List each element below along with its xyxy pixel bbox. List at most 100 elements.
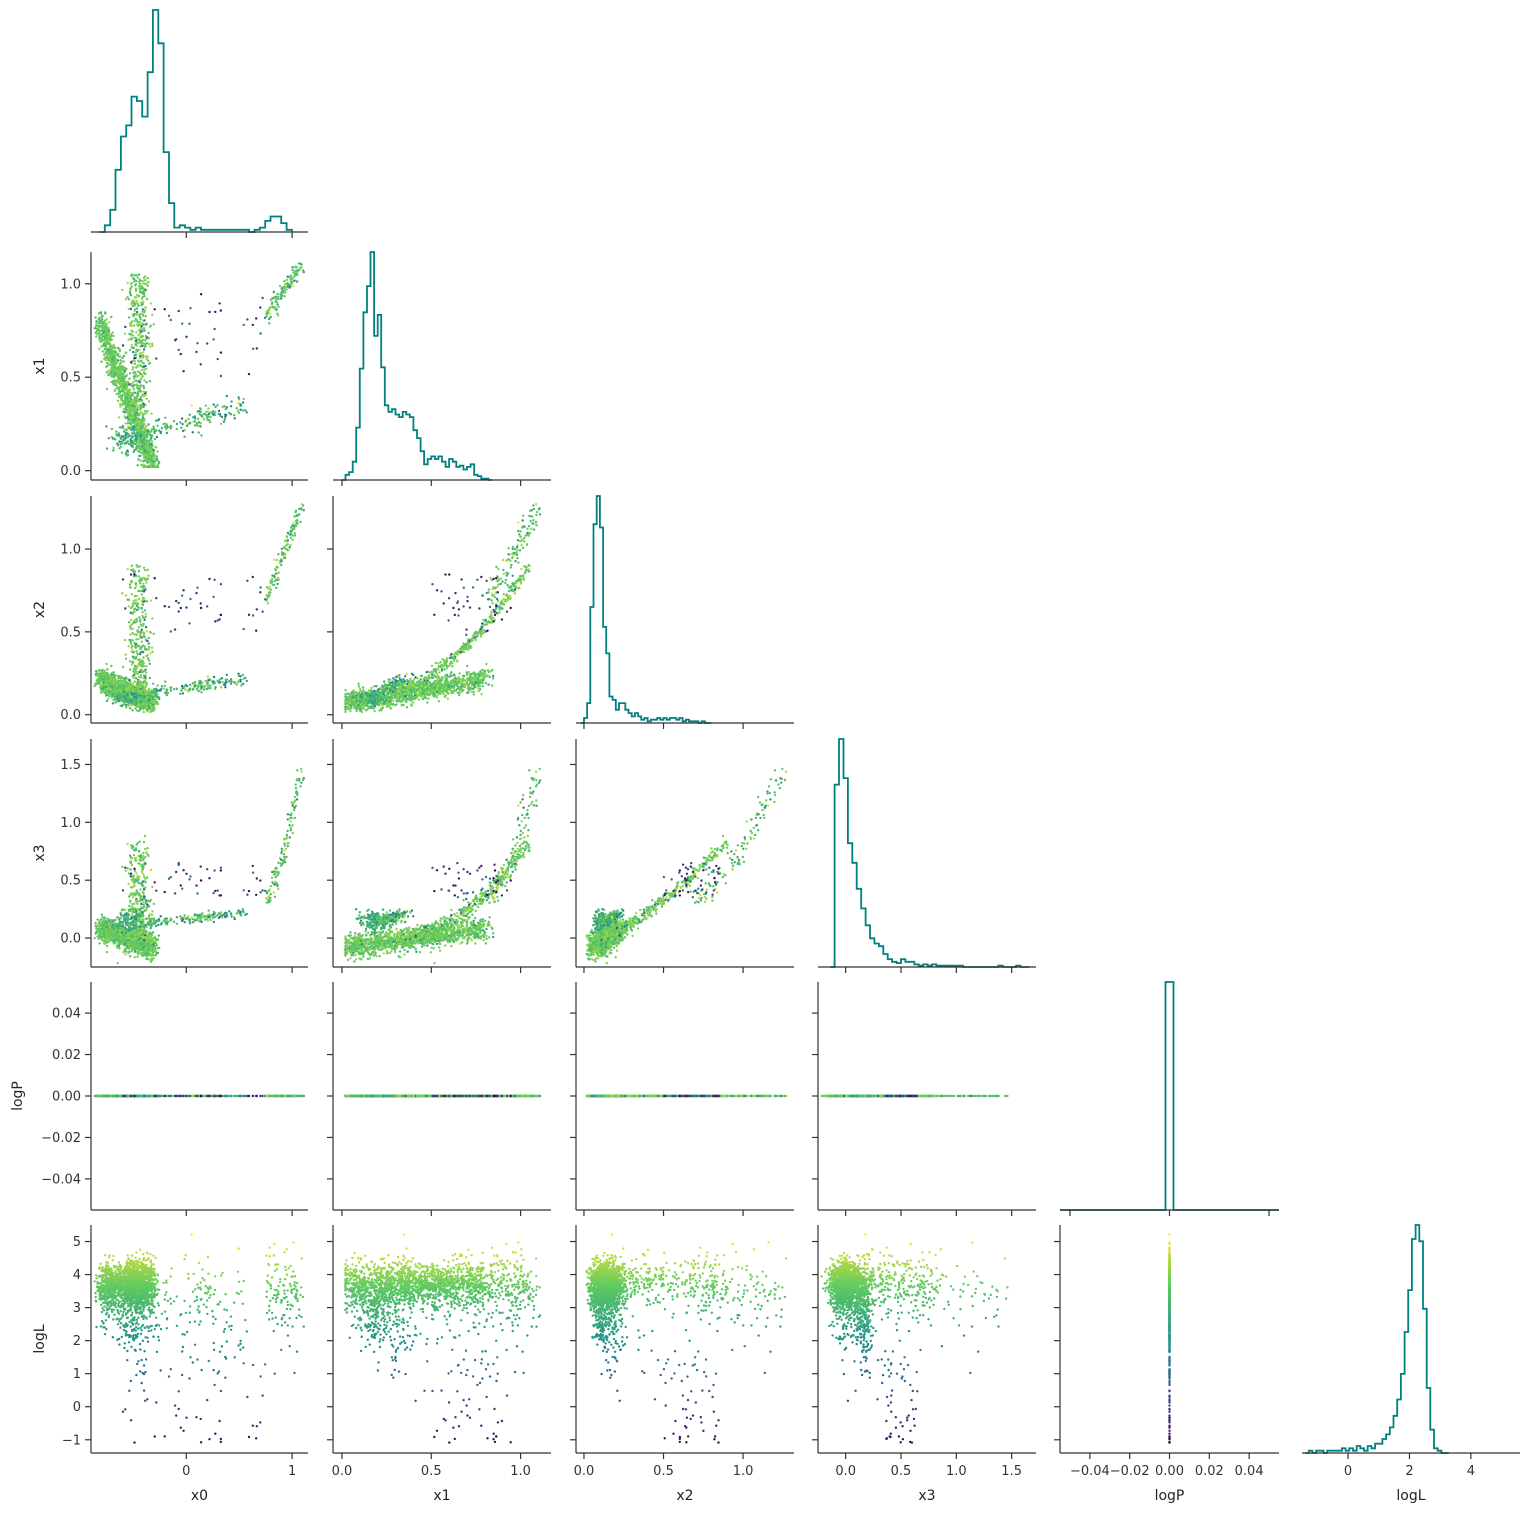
scatter-point [149, 380, 151, 382]
scatter-point [124, 436, 126, 438]
scatter-point [112, 369, 114, 371]
scatter-point [135, 331, 137, 333]
scatter-point [218, 302, 220, 304]
scatter-point [216, 404, 218, 406]
scatter-point [109, 360, 111, 362]
scatter-point [133, 375, 135, 377]
scatter-points-x0-x1 [93, 262, 305, 468]
scatter-point [105, 663, 107, 665]
scatter-point [273, 291, 275, 293]
scatter-point [137, 458, 139, 460]
scatter-point [140, 280, 142, 282]
scatter-point [121, 380, 123, 382]
scatter-point [119, 405, 121, 407]
scatter-point [135, 426, 137, 428]
scatter-point [143, 348, 145, 350]
scatter-point [122, 375, 124, 377]
scatter-point [124, 422, 126, 424]
scatter-point [135, 318, 137, 320]
scatter-point [125, 375, 127, 377]
scatter-point [119, 355, 121, 357]
scatter-point [120, 446, 122, 448]
scatter-point [93, 685, 95, 687]
scatter-point [135, 283, 137, 285]
scatter-point [288, 284, 290, 286]
scatter-point [138, 361, 140, 363]
scatter-point [300, 263, 302, 265]
scatter-point [151, 440, 153, 442]
scatter-point [155, 446, 157, 448]
scatter-point [200, 408, 202, 410]
scatter-point [145, 323, 147, 325]
scatter-point [130, 415, 132, 417]
scatter-point [296, 280, 298, 282]
scatter-point [111, 358, 113, 360]
scatter-point [122, 368, 124, 370]
scatter-point [121, 372, 123, 374]
scatter-point [205, 405, 207, 407]
scatter-point [121, 289, 123, 291]
scatter-point [135, 340, 137, 342]
scatter-point [142, 303, 144, 305]
scatter-point [140, 288, 142, 290]
scatter-point [133, 433, 135, 435]
scatter-point [105, 356, 107, 358]
scatter-point [196, 342, 198, 344]
scatter-point [148, 451, 150, 453]
scatter-point [242, 401, 244, 403]
scatter-point [144, 339, 146, 341]
scatter-point [133, 426, 135, 428]
scatter-point [154, 456, 156, 458]
scatter-point [265, 310, 267, 312]
scatter-point [136, 364, 138, 366]
scatter-point [133, 280, 135, 282]
scatter-point [108, 356, 110, 358]
scatter-point [148, 332, 150, 334]
scatter-point [142, 335, 144, 337]
scatter-point [135, 396, 137, 398]
scatter-point [140, 377, 142, 379]
scatter-point [132, 386, 134, 388]
scatter-point [287, 275, 289, 277]
scatter-point [128, 298, 130, 300]
scatter-point [148, 337, 150, 339]
scatter-point [127, 408, 129, 410]
scatter-point [209, 416, 211, 418]
scatter-point [151, 314, 153, 316]
scatter-point [181, 417, 183, 419]
scatter-point [99, 341, 101, 343]
scatter-point [276, 313, 278, 315]
scatter-point [151, 345, 153, 347]
scatter-point [146, 440, 148, 442]
scatter-point [117, 347, 119, 349]
scatter-point [132, 300, 134, 302]
scatter-point [95, 670, 97, 672]
scatter-point [213, 412, 215, 414]
scatter-point [143, 427, 145, 429]
scatter-point [116, 370, 118, 372]
scatter-point [119, 362, 121, 364]
scatter-point [98, 318, 100, 320]
scatter-point [135, 289, 137, 291]
scatter-point [259, 332, 261, 334]
scatter-point [183, 429, 185, 431]
scatter-point [154, 308, 156, 310]
scatter-point [135, 300, 137, 302]
scatter-point [230, 405, 232, 407]
scatter-point [102, 350, 104, 352]
scatter-point [141, 310, 143, 312]
scatter-point [146, 447, 148, 449]
scatter-point [153, 323, 155, 325]
scatter-point [255, 317, 257, 319]
scatter-point [134, 362, 136, 364]
scatter-point [121, 360, 123, 362]
scatter-point [106, 331, 108, 333]
scatter-point [291, 266, 293, 268]
scatter-point [106, 388, 108, 390]
scatter-point [141, 291, 143, 293]
scatter-point [141, 345, 143, 347]
scatter-point [290, 275, 292, 277]
scatter-point [143, 329, 145, 331]
scatter-point [139, 352, 141, 354]
scatter-point [125, 368, 127, 370]
